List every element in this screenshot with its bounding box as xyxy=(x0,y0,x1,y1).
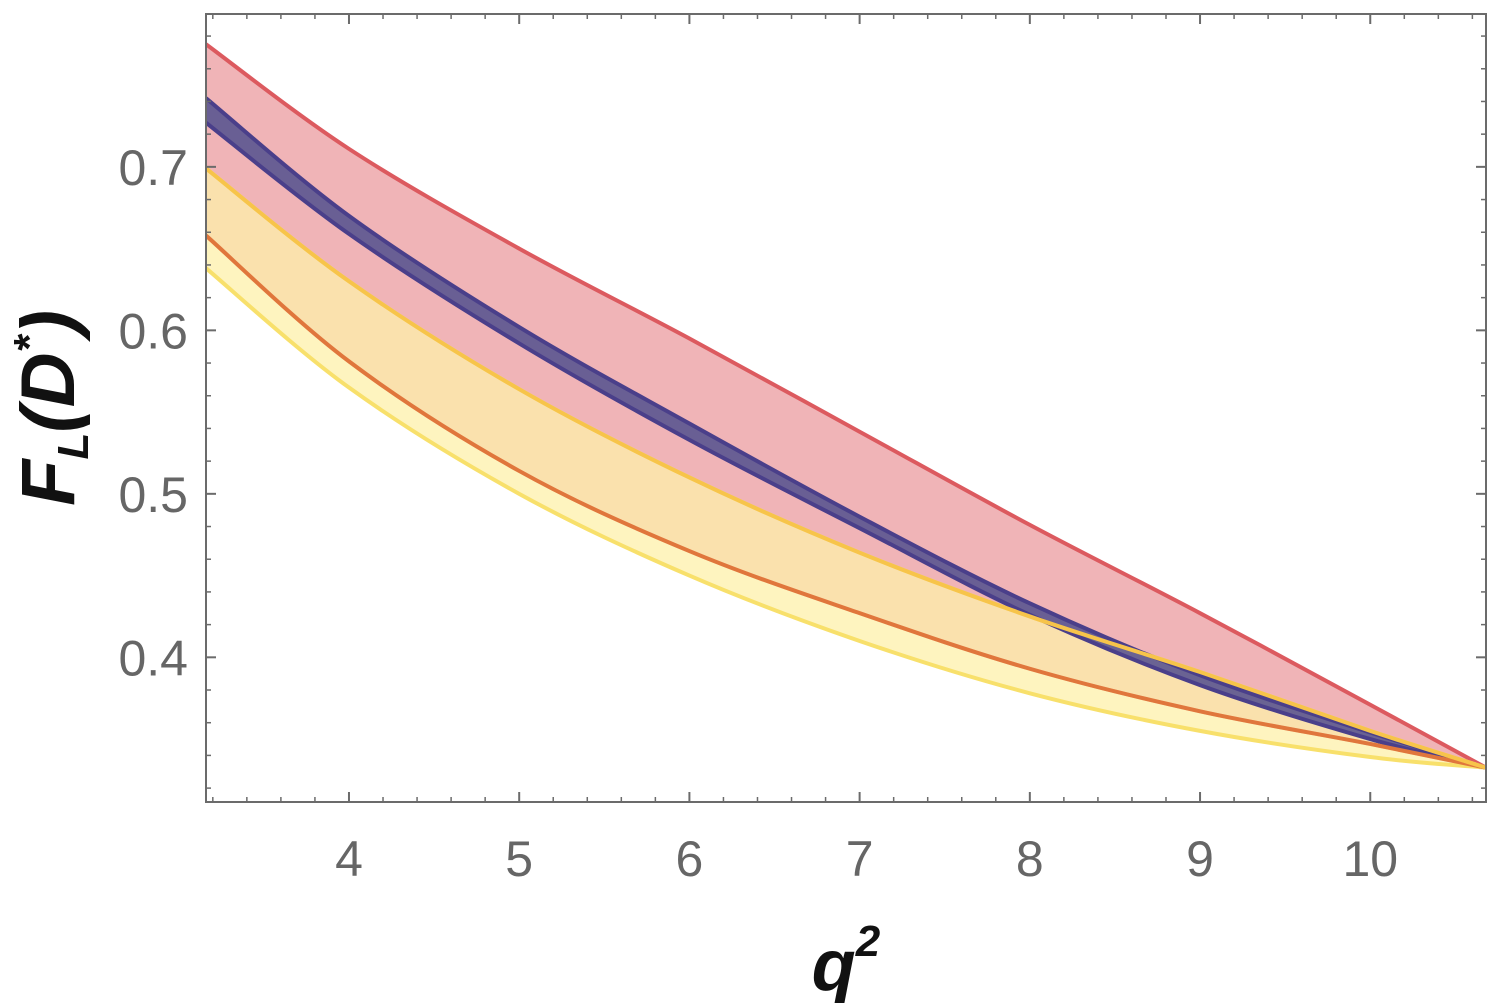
y-tick-label: 0.4 xyxy=(118,630,188,686)
ticks-layer xyxy=(206,14,1486,802)
plot-frame xyxy=(205,13,1487,803)
y-tick-label: 0.6 xyxy=(118,303,188,359)
x-tick-label: 4 xyxy=(335,831,363,887)
series-line-1 xyxy=(206,166,1486,770)
x-tick-label: 5 xyxy=(505,831,533,887)
bands-layer xyxy=(206,42,1486,770)
band-0-upper-edge xyxy=(206,42,1486,770)
y-tick-label: 0.7 xyxy=(118,140,188,196)
x-tick-label: 7 xyxy=(846,831,874,887)
x-tick-labels: 4 5 6 7 8 9 10 xyxy=(335,831,1398,887)
x-tick-label: 10 xyxy=(1342,831,1398,887)
y-axis-label: FL(D*) xyxy=(5,310,98,506)
lines-layer xyxy=(206,166,1486,770)
series-line-0 xyxy=(206,234,1486,770)
band-2-upper-edge xyxy=(206,96,1486,770)
band-1-lower-edge xyxy=(206,266,1486,770)
x-tick-label: 8 xyxy=(1016,831,1044,887)
y-tick-label: 0.5 xyxy=(118,467,188,523)
x-tick-label: 9 xyxy=(1186,831,1214,887)
band-2-lower-edge xyxy=(206,121,1486,770)
x-tick-label: 6 xyxy=(675,831,703,887)
x-axis-label: q2 xyxy=(812,917,881,1003)
y-tick-labels: 0.4 0.5 0.6 0.7 xyxy=(118,140,188,686)
